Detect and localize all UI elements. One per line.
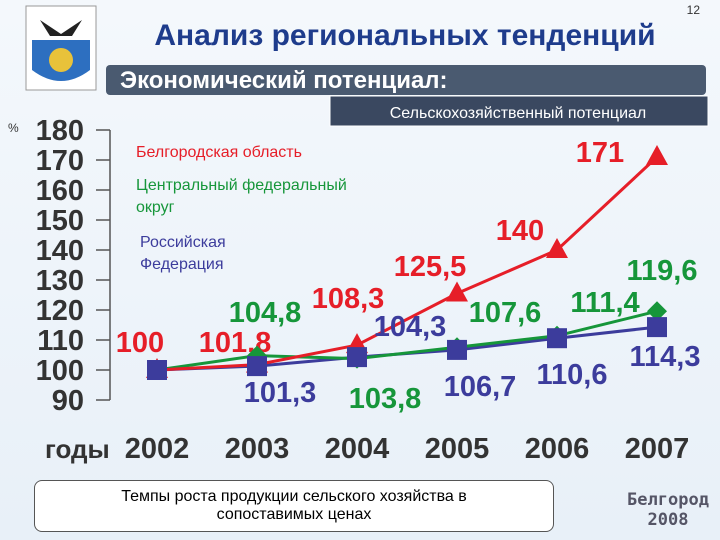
page-number: 12: [687, 3, 701, 17]
emblem-lion: [49, 48, 73, 72]
y-tick-label: 130: [36, 265, 84, 297]
x-tick-label: 2004: [325, 433, 390, 465]
x-tick-label: 2002: [125, 433, 190, 465]
value-label: 111,4: [570, 287, 639, 319]
value-label: 140: [496, 215, 544, 247]
y-tick-label: 170: [36, 145, 84, 177]
section-bar: [329, 95, 709, 127]
y-tick-label: 150: [36, 205, 84, 237]
point: [547, 328, 567, 349]
subtitle: Экономический потенциал:: [120, 67, 448, 94]
y-tick-label: 140: [36, 235, 84, 267]
x-tick-label: 2007: [625, 433, 690, 465]
point: [546, 238, 568, 258]
y-tick-label: 100: [36, 355, 84, 387]
value-label: 110,6: [537, 359, 608, 391]
point: [647, 317, 667, 338]
legend-entry: Белгородская область: [136, 144, 302, 161]
value-label: 106,7: [444, 371, 517, 403]
value-label: 107,6: [469, 297, 542, 329]
point: [147, 360, 167, 380]
legend-entry: Центральный федеральный округ: [136, 177, 347, 216]
section-title: Сельскохозяйственный потенциал: [390, 105, 647, 122]
value-label: 104,8: [229, 297, 302, 329]
value-label: 171: [576, 137, 624, 169]
x-tick-label: 2006: [525, 433, 590, 465]
point: [447, 339, 467, 360]
caption: Темпы роста продукции сельского хозяйств…: [34, 480, 554, 532]
x-tick-label: 2005: [425, 433, 490, 465]
y-unit: %: [8, 121, 19, 135]
series-line: [156, 155, 659, 372]
point: [247, 356, 267, 377]
x-tick-label: 2003: [225, 433, 290, 465]
y-tick-label: 160: [36, 175, 84, 207]
value-label: 108,3: [312, 283, 385, 315]
point: [347, 347, 367, 368]
legend-entry: Российская Федерация: [140, 234, 226, 273]
value-label: 114,3: [630, 341, 701, 373]
y-tick-label: 110: [37, 325, 84, 357]
point: [646, 145, 668, 165]
value-label: 101,3: [244, 377, 317, 409]
subtitle-bar: [106, 65, 706, 95]
value-label: 125,5: [394, 251, 467, 283]
value-label: 103,8: [349, 383, 422, 415]
y-tick-label: 90: [52, 385, 84, 417]
series-line: [156, 309, 658, 372]
value-label: 104,3: [374, 311, 447, 343]
footer: Белгород 2008: [627, 490, 709, 530]
emblem-eagle: [40, 20, 82, 36]
point: [647, 301, 667, 322]
point: [446, 281, 468, 302]
x-axis-label: годы: [45, 434, 110, 464]
y-tick-label: 120: [36, 295, 84, 327]
value-label: 100: [116, 327, 164, 359]
value-label: 119,6: [627, 255, 698, 287]
y-tick-label: 180: [36, 115, 84, 147]
title: Анализ региональных тенденций: [154, 19, 655, 52]
